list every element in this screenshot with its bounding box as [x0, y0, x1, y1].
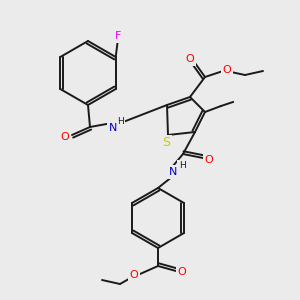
Text: O: O	[186, 54, 194, 64]
Text: N: N	[109, 123, 117, 133]
Text: O: O	[178, 267, 186, 277]
Text: O: O	[61, 132, 69, 142]
Text: H: H	[117, 116, 123, 125]
Text: O: O	[205, 155, 213, 165]
Text: S: S	[162, 136, 170, 149]
Text: H: H	[178, 161, 185, 170]
Text: F: F	[115, 31, 121, 41]
Text: O: O	[130, 270, 138, 280]
Text: N: N	[169, 167, 177, 177]
Text: O: O	[223, 65, 231, 75]
